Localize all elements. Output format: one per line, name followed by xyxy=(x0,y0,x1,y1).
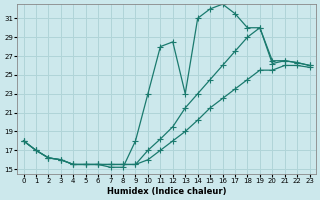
X-axis label: Humidex (Indice chaleur): Humidex (Indice chaleur) xyxy=(107,187,226,196)
